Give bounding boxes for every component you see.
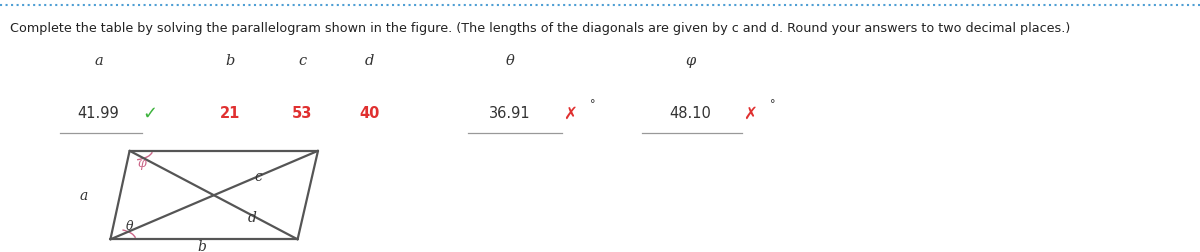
Text: θ: θ (126, 219, 133, 232)
Text: b: b (226, 53, 235, 68)
Text: a: a (80, 188, 88, 202)
Text: ✓: ✓ (143, 104, 157, 122)
Text: 41.99: 41.99 (78, 106, 119, 121)
Text: ✗: ✗ (743, 104, 757, 122)
Text: 48.10: 48.10 (670, 106, 710, 121)
Text: φ: φ (685, 53, 695, 68)
Text: a: a (94, 53, 103, 68)
Text: Complete the table by solving the parallelogram shown in the figure. (The length: Complete the table by solving the parall… (10, 21, 1070, 34)
Text: c: c (254, 169, 262, 183)
Text: 36.91: 36.91 (490, 106, 530, 121)
Text: 21: 21 (221, 106, 240, 121)
Text: 40: 40 (360, 106, 379, 121)
Text: °: ° (590, 98, 596, 108)
Text: b: b (197, 239, 206, 252)
Text: ✗: ✗ (563, 104, 577, 122)
Text: d: d (247, 210, 257, 224)
Text: c: c (299, 53, 306, 68)
Text: 53: 53 (293, 106, 312, 121)
Text: °: ° (770, 98, 776, 108)
Text: θ: θ (505, 53, 515, 68)
Text: d: d (365, 53, 374, 68)
Text: φ: φ (137, 156, 146, 169)
